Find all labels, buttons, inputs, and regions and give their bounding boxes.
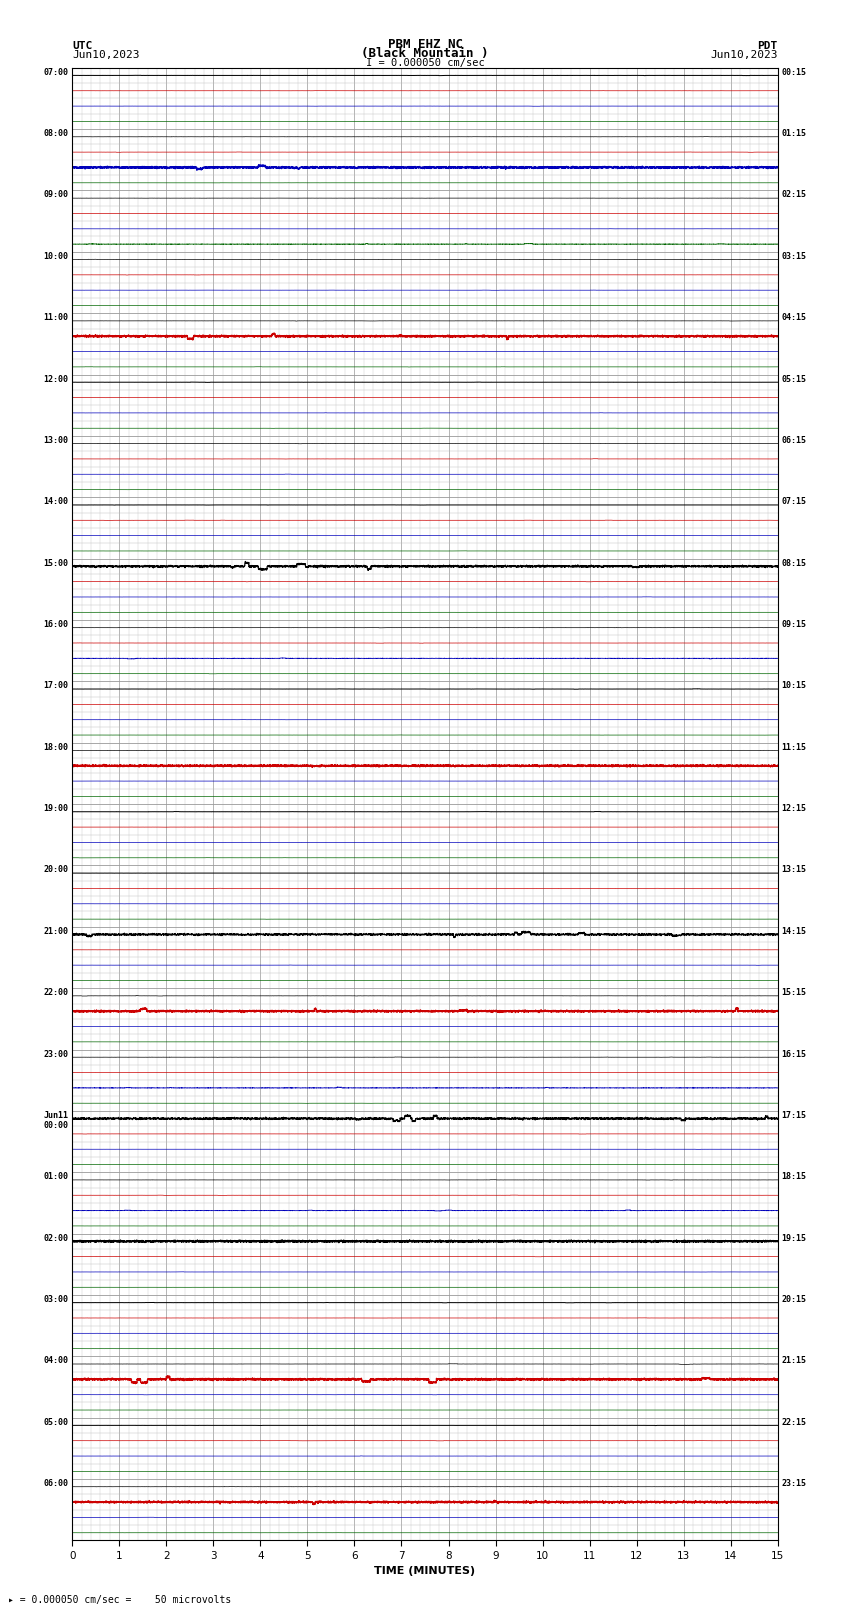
Text: 16:00: 16:00 [43,619,69,629]
Text: 22:00: 22:00 [43,989,69,997]
Text: 08:15: 08:15 [781,558,807,568]
Text: 09:00: 09:00 [43,190,69,200]
Text: Jun10,2023: Jun10,2023 [72,50,139,60]
Text: 06:15: 06:15 [781,436,807,445]
Text: 17:15: 17:15 [781,1111,807,1119]
Text: PDT: PDT [757,40,778,50]
Text: 14:00: 14:00 [43,497,69,506]
X-axis label: TIME (MINUTES): TIME (MINUTES) [375,1566,475,1576]
Text: 15:15: 15:15 [781,989,807,997]
Text: 11:00: 11:00 [43,313,69,323]
Text: I = 0.000050 cm/sec: I = 0.000050 cm/sec [366,58,484,68]
Text: ▸ = 0.000050 cm/sec =    50 microvolts: ▸ = 0.000050 cm/sec = 50 microvolts [8,1595,232,1605]
Text: 13:15: 13:15 [781,866,807,874]
Text: 23:15: 23:15 [781,1479,807,1489]
Text: 21:15: 21:15 [781,1357,807,1365]
Text: (Black Mountain ): (Black Mountain ) [361,47,489,60]
Text: 12:00: 12:00 [43,374,69,384]
Text: 02:00: 02:00 [43,1234,69,1242]
Text: 09:15: 09:15 [781,619,807,629]
Text: 00:15: 00:15 [781,68,807,77]
Text: 22:15: 22:15 [781,1418,807,1426]
Text: 08:00: 08:00 [43,129,69,139]
Text: 05:00: 05:00 [43,1418,69,1426]
Text: 04:00: 04:00 [43,1357,69,1365]
Text: 01:15: 01:15 [781,129,807,139]
Text: 07:15: 07:15 [781,497,807,506]
Text: 03:15: 03:15 [781,252,807,261]
Text: 19:00: 19:00 [43,805,69,813]
Text: 21:00: 21:00 [43,927,69,936]
Text: 19:15: 19:15 [781,1234,807,1242]
Text: Jun11
00:00: Jun11 00:00 [43,1111,69,1131]
Text: UTC: UTC [72,40,93,50]
Text: 20:00: 20:00 [43,866,69,874]
Text: 06:00: 06:00 [43,1479,69,1489]
Text: 02:15: 02:15 [781,190,807,200]
Text: 18:00: 18:00 [43,742,69,752]
Text: 07:00: 07:00 [43,68,69,77]
Text: 05:15: 05:15 [781,374,807,384]
Text: 13:00: 13:00 [43,436,69,445]
Text: 23:00: 23:00 [43,1050,69,1058]
Text: 11:15: 11:15 [781,742,807,752]
Text: 16:15: 16:15 [781,1050,807,1058]
Text: 18:15: 18:15 [781,1173,807,1181]
Text: 20:15: 20:15 [781,1295,807,1303]
Text: 04:15: 04:15 [781,313,807,323]
Text: PBM EHZ NC: PBM EHZ NC [388,37,462,50]
Text: 17:00: 17:00 [43,681,69,690]
Text: 10:00: 10:00 [43,252,69,261]
Text: 12:15: 12:15 [781,805,807,813]
Text: 15:00: 15:00 [43,558,69,568]
Text: 03:00: 03:00 [43,1295,69,1303]
Text: 14:15: 14:15 [781,927,807,936]
Text: 10:15: 10:15 [781,681,807,690]
Text: Jun10,2023: Jun10,2023 [711,50,778,60]
Text: 01:00: 01:00 [43,1173,69,1181]
